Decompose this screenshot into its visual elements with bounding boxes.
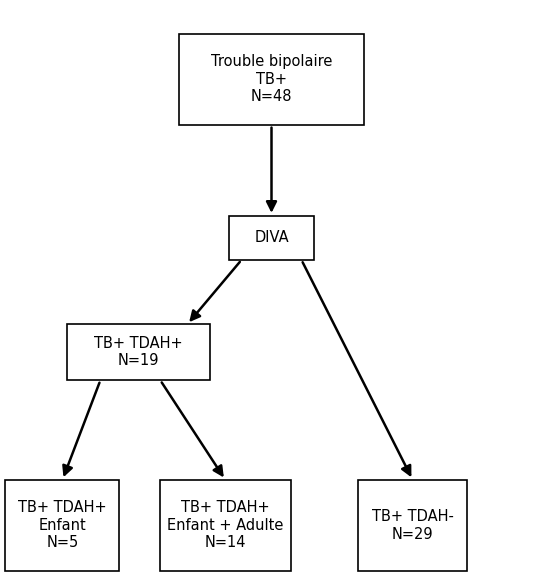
- FancyBboxPatch shape: [229, 216, 314, 259]
- Text: TB+ TDAH+
Enfant
N=5: TB+ TDAH+ Enfant N=5: [18, 501, 107, 550]
- Text: TB+ TDAH+
N=19: TB+ TDAH+ N=19: [94, 336, 183, 369]
- FancyBboxPatch shape: [179, 33, 364, 125]
- FancyBboxPatch shape: [66, 324, 211, 380]
- FancyArrowPatch shape: [267, 127, 276, 210]
- FancyBboxPatch shape: [5, 480, 119, 571]
- FancyBboxPatch shape: [358, 480, 467, 571]
- Text: TB+ TDAH-
N=29: TB+ TDAH- N=29: [372, 509, 453, 542]
- FancyBboxPatch shape: [160, 480, 291, 571]
- FancyArrowPatch shape: [191, 262, 240, 320]
- Text: DIVA: DIVA: [254, 230, 289, 245]
- Text: TB+ TDAH+
Enfant + Adulte
N=14: TB+ TDAH+ Enfant + Adulte N=14: [167, 501, 283, 550]
- FancyArrowPatch shape: [162, 382, 222, 475]
- FancyArrowPatch shape: [64, 383, 99, 475]
- Text: Trouble bipolaire
TB+
N=48: Trouble bipolaire TB+ N=48: [211, 55, 332, 104]
- FancyArrowPatch shape: [302, 262, 410, 475]
